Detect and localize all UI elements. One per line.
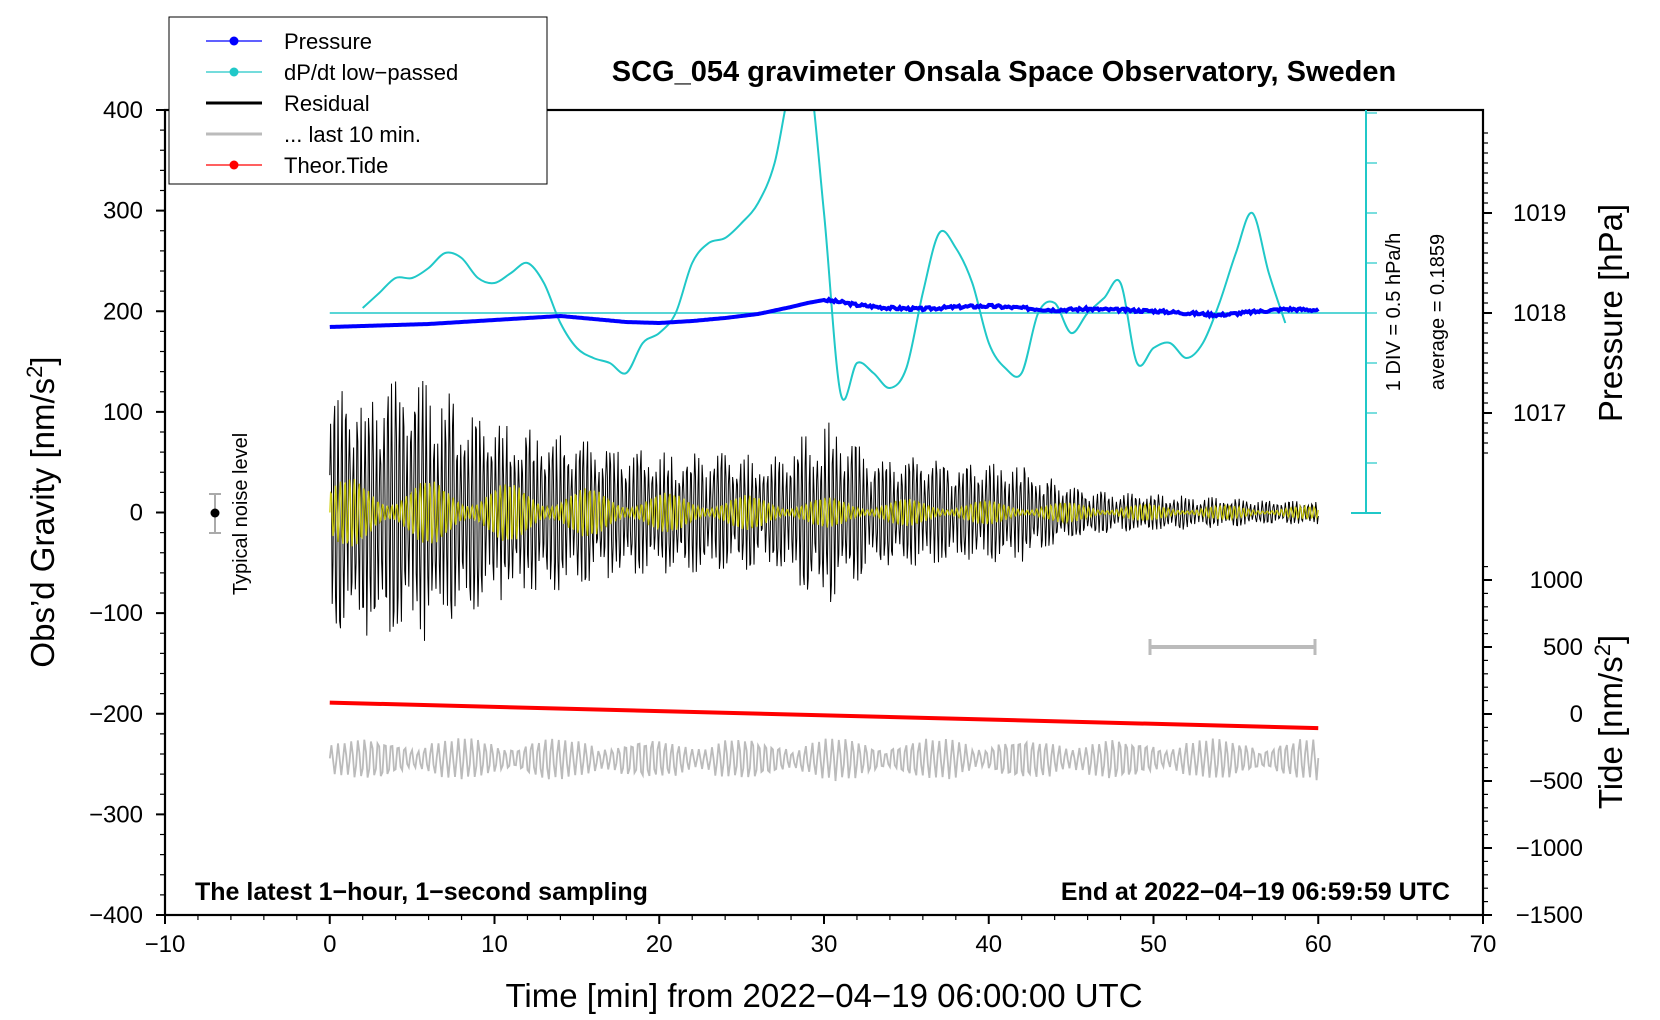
x-tick-label: 70 (1470, 931, 1497, 958)
last-10-min-series (328, 738, 1320, 782)
x-tick-label: 50 (1140, 931, 1167, 958)
y-tick-label: −200 (89, 701, 143, 728)
noise-level-indicator (209, 493, 221, 534)
y-axis-label-gravity: Obs’d Gravity [nm/s2] (22, 356, 61, 667)
x-tick-label: 40 (975, 931, 1002, 958)
pressure-tick-label: 1018 (1513, 300, 1566, 327)
div-label: 1 DIV = 0.5 hPa/h (1383, 233, 1405, 391)
dpdt-scale-bar (1351, 110, 1381, 514)
axes: −10 0 10 20 30 40 50 60 704003002001000−100−200−… (89, 97, 1583, 958)
average-label: average = 0.1859 (1427, 234, 1449, 390)
bottom-left-note: The latest 1−hour, 1−second sampling (195, 878, 648, 906)
x-tick-label: 10 (481, 931, 508, 958)
legend-label: dP/dt low−passed (284, 60, 458, 85)
tide-tick-label: 1000 (1530, 567, 1583, 594)
legend-marker (229, 67, 239, 77)
pressure-series (329, 296, 1320, 329)
tide-series (329, 700, 1319, 731)
x-axis-label: Time [min] from 2022−04−19 06:00:00 UTC (505, 977, 1142, 1014)
x-tick-label: −10 (145, 931, 186, 958)
legend-marker (229, 160, 239, 170)
pressure-tick-label: 1017 (1513, 400, 1566, 427)
x-tick-label: 60 (1305, 931, 1332, 958)
legend-label: Pressure (284, 29, 372, 54)
bottom-right-note: End at 2022−04−19 06:59:59 UTC (1061, 878, 1450, 906)
y-tick-label: 100 (103, 399, 143, 426)
pressure-tick-label: 1019 (1513, 200, 1566, 227)
noise-level-label: Typical noise level (230, 433, 252, 595)
tide-tick-label: −500 (1529, 768, 1583, 795)
legend-label: Theor.Tide (284, 153, 388, 178)
y-tick-label: 400 (103, 97, 143, 124)
tide-tick-label: 0 (1570, 701, 1583, 728)
y-tick-label: −300 (89, 801, 143, 828)
dpdt-series (362, 110, 1287, 401)
residual-bandpassed-series (329, 478, 1319, 547)
x-tick-label: 20 (646, 931, 673, 958)
x-tick-label: 30 (811, 931, 838, 958)
tide-tick-label: −1500 (1516, 902, 1583, 929)
y-axis-label-pressure: Pressure [hPa] (1592, 204, 1629, 422)
tide-tick-label: 500 (1543, 634, 1583, 661)
y-tick-label: 0 (130, 500, 143, 527)
ten-minute-bar (1148, 639, 1317, 655)
data-traces (328, 110, 1366, 782)
chart-title: SCG_054 gravimeter Onsala Space Observat… (612, 56, 1396, 88)
y-tick-label: 200 (103, 298, 143, 325)
legend-label: ... last 10 min. (284, 122, 421, 147)
tide-tick-label: −1000 (1516, 835, 1583, 862)
y-tick-label: −400 (89, 902, 143, 929)
y-tick-label: 300 (103, 198, 143, 225)
legend-marker (229, 36, 239, 46)
y-tick-label: −100 (89, 600, 143, 627)
y-axis-label-tide: Tide [nm/s2] (1590, 635, 1629, 809)
x-tick-label: 0 (323, 931, 336, 958)
legend: Pressure dP/dt low−passed Residual ... last… (168, 16, 548, 185)
legend-label: Residual (284, 91, 370, 116)
